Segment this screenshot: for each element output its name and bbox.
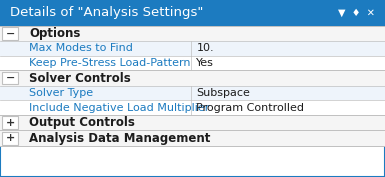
Text: −: −	[5, 28, 15, 38]
FancyBboxPatch shape	[2, 116, 18, 129]
Text: Program Controlled: Program Controlled	[196, 103, 305, 113]
FancyBboxPatch shape	[0, 56, 385, 70]
Text: Subspace: Subspace	[196, 88, 250, 98]
FancyBboxPatch shape	[0, 100, 385, 115]
Text: Max Modes to Find: Max Modes to Find	[29, 44, 133, 53]
Text: Yes: Yes	[196, 58, 214, 68]
FancyBboxPatch shape	[0, 115, 385, 130]
Text: ▼  ♦  ✕: ▼ ♦ ✕	[338, 8, 375, 18]
Text: +: +	[5, 118, 15, 128]
Text: +: +	[5, 133, 15, 143]
FancyBboxPatch shape	[0, 130, 385, 146]
Text: −: −	[5, 73, 15, 83]
Text: Analysis Data Management: Analysis Data Management	[29, 132, 210, 145]
Text: Include Negative Load Multiplier: Include Negative Load Multiplier	[29, 103, 209, 113]
Text: Details of "Analysis Settings": Details of "Analysis Settings"	[10, 6, 203, 19]
FancyBboxPatch shape	[2, 132, 18, 145]
FancyBboxPatch shape	[0, 70, 385, 86]
Text: Solver Controls: Solver Controls	[29, 72, 131, 85]
FancyBboxPatch shape	[2, 72, 18, 84]
FancyBboxPatch shape	[2, 27, 18, 40]
FancyBboxPatch shape	[0, 26, 385, 41]
Text: Output Controls: Output Controls	[29, 116, 135, 129]
Text: Options: Options	[29, 27, 80, 40]
FancyBboxPatch shape	[0, 86, 385, 100]
Text: Keep Pre-Stress Load-Pattern: Keep Pre-Stress Load-Pattern	[29, 58, 190, 68]
FancyBboxPatch shape	[0, 41, 385, 56]
Text: Solver Type: Solver Type	[29, 88, 93, 98]
Text: 10.: 10.	[196, 44, 214, 53]
FancyBboxPatch shape	[0, 0, 385, 26]
